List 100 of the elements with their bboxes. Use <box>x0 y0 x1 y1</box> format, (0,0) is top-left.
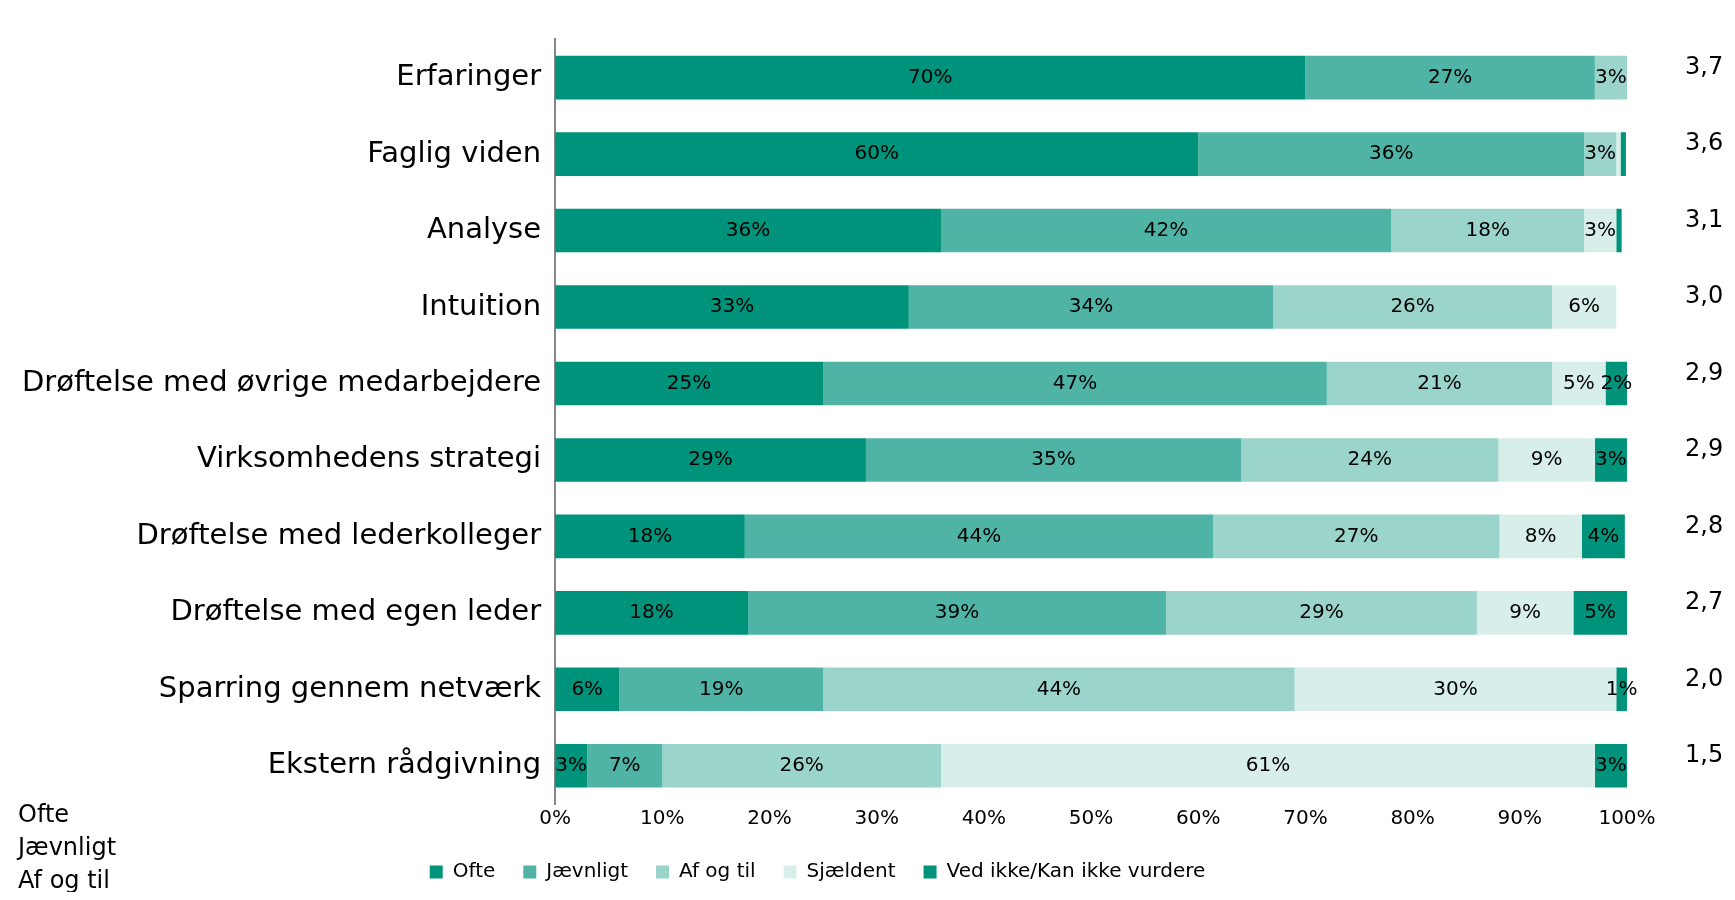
bar <box>555 132 1199 176</box>
text: 2,9 <box>1685 434 1724 463</box>
x-tick-label: 40% <box>961 805 1007 830</box>
x-tick-label: 100% <box>1598 805 1656 830</box>
data-label: 3% <box>1584 140 1617 165</box>
y-tick-label: Drøftelse med egen leder <box>170 593 542 628</box>
text: 3,1 <box>1685 204 1724 233</box>
data-label: 24% <box>1347 446 1392 471</box>
data-label: 29% <box>1299 599 1344 624</box>
bar <box>1305 55 1595 100</box>
data-label: 34% <box>1068 293 1114 318</box>
x-tick-label: 10% <box>640 805 685 830</box>
y-tick-label: Analyse <box>426 211 542 246</box>
bar <box>1498 438 1595 482</box>
bar <box>744 514 1214 559</box>
bar <box>1476 591 1574 635</box>
bar <box>1213 514 1500 559</box>
legend-label: Jævnligt <box>544 858 629 883</box>
bar <box>940 208 1392 253</box>
data-label: 26% <box>1390 293 1435 318</box>
x-tick-label: 90% <box>1497 805 1543 830</box>
text: Jævnligt <box>16 833 117 862</box>
data-label: 33% <box>709 293 755 318</box>
text: 2,9 <box>1685 357 1724 386</box>
bar <box>1616 132 1621 176</box>
data-label: 3% <box>1595 63 1627 88</box>
bar <box>823 361 1327 406</box>
legend-label: Sjældent <box>806 858 896 883</box>
data-label: 5% <box>1562 369 1595 394</box>
bar <box>908 285 1274 329</box>
data-label: 8% <box>1524 522 1557 547</box>
data-label: 18% <box>629 599 674 624</box>
bar <box>1326 361 1552 406</box>
data-label: 6% <box>1568 293 1600 318</box>
data-label: 27% <box>1427 63 1473 88</box>
data-label: 18% <box>627 522 673 547</box>
data-label: 4% <box>1587 522 1620 547</box>
data-label: 3% <box>1584 216 1617 241</box>
bar <box>555 55 1306 100</box>
data-label: 3% <box>1595 751 1627 776</box>
bar <box>1620 132 1626 176</box>
bar <box>1551 285 1617 329</box>
bar <box>1198 132 1585 176</box>
data-label: 19% <box>699 675 744 700</box>
bar <box>555 514 745 559</box>
data-label: 60% <box>854 140 899 165</box>
x-tick-label: 30% <box>854 805 899 830</box>
text: 2,7 <box>1685 587 1724 616</box>
x-tick-label: 20% <box>747 805 792 830</box>
data-label: 70% <box>908 63 953 88</box>
data-label: 7% <box>608 751 641 776</box>
y-tick-label: Sparring gennem netværk <box>158 669 542 704</box>
bar <box>748 591 1167 635</box>
y-tick-label: Intuition <box>420 287 542 322</box>
text: 3,6 <box>1685 128 1724 157</box>
data-label: 3% <box>1595 446 1627 471</box>
data-label: 42% <box>1143 216 1189 241</box>
data-label: 25% <box>666 369 712 394</box>
y-tick-label: Faglig viden <box>367 134 542 169</box>
bar <box>555 438 866 482</box>
y-tick-label: Ekstern rådgivning <box>267 746 542 781</box>
x-tick-label: 80% <box>1390 805 1435 830</box>
bar <box>865 438 1242 482</box>
legend-label: Af og til <box>678 858 756 883</box>
legend-label: Ofte <box>452 858 496 883</box>
bar <box>555 285 909 329</box>
bar <box>1273 285 1552 329</box>
x-tick-label: 60% <box>1176 805 1221 830</box>
text: 2,8 <box>1685 510 1724 539</box>
y-tick-label: Drøftelse med lederkolleger <box>136 516 542 551</box>
bar <box>940 743 1595 788</box>
data-label: 36% <box>1368 140 1414 165</box>
bar <box>555 361 824 406</box>
text: 3,7 <box>1685 51 1724 80</box>
data-label: 36% <box>725 216 771 241</box>
data-label: 18% <box>1465 216 1510 241</box>
bar <box>555 208 941 253</box>
data-label: 9% <box>1530 446 1563 471</box>
data-label: 61% <box>1245 751 1291 776</box>
y-tick-label: Drøftelse med øvrige medarbejdere <box>21 364 542 398</box>
data-label: 47% <box>1052 369 1098 394</box>
bar <box>619 667 824 712</box>
data-label: 9% <box>1509 599 1542 624</box>
bar <box>587 743 663 788</box>
bar <box>555 591 749 635</box>
data-label: 6% <box>571 675 604 700</box>
data-label: 26% <box>779 751 824 776</box>
bar <box>1616 208 1622 253</box>
bar <box>823 667 1295 712</box>
data-label: 35% <box>1031 446 1076 471</box>
data-label: 30% <box>1433 675 1478 700</box>
legend-label: Ved ikke/Kan ikke vurdere <box>946 858 1206 883</box>
text: Ofte <box>18 800 70 829</box>
data-label: 29% <box>688 446 733 471</box>
data-label: 5% <box>1584 599 1617 624</box>
bar <box>1391 208 1585 253</box>
x-tick-label: 0% <box>539 805 571 830</box>
x-tick-label: 70% <box>1283 805 1328 830</box>
x-tick-label: 50% <box>1068 805 1114 830</box>
data-label: 27% <box>1334 522 1379 547</box>
